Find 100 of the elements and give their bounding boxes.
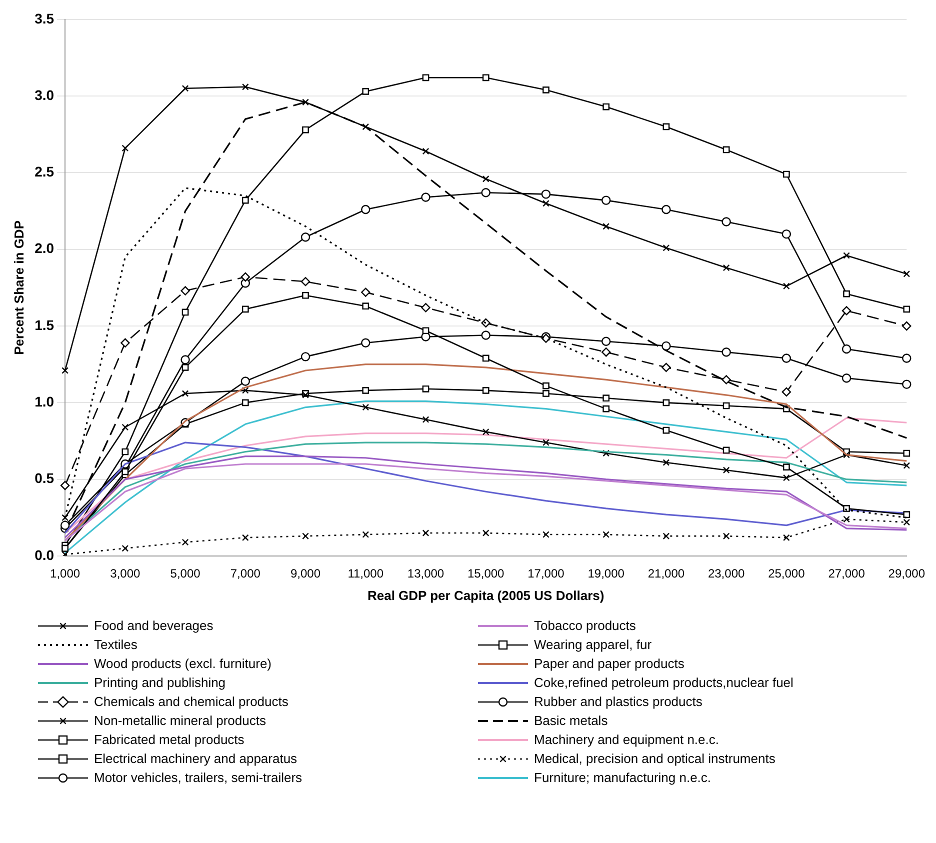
point xyxy=(482,386,490,394)
point xyxy=(422,74,430,82)
x-tick-label: 15,000 xyxy=(468,566,505,581)
point xyxy=(601,347,611,357)
point xyxy=(242,196,249,204)
point xyxy=(843,451,850,458)
point xyxy=(182,364,189,371)
legend-label: Tobacco products xyxy=(534,618,636,633)
point xyxy=(422,530,430,536)
point xyxy=(602,222,610,230)
x-tick-label: 9,000 xyxy=(290,566,321,581)
legend-label: Chemicals and chemical products xyxy=(94,694,288,709)
point xyxy=(903,462,910,469)
legend-label: Food and beverages xyxy=(94,618,214,633)
point xyxy=(362,386,370,394)
point xyxy=(482,74,490,82)
point xyxy=(422,416,430,423)
point xyxy=(903,270,910,278)
legend-label: Wearing apparel, fur xyxy=(534,637,652,652)
point xyxy=(722,347,731,357)
point xyxy=(362,302,370,310)
point xyxy=(843,516,850,523)
x-tick-label: 25,000 xyxy=(768,566,806,581)
point xyxy=(62,367,68,374)
point xyxy=(541,190,551,199)
point xyxy=(782,387,792,397)
point xyxy=(180,355,190,364)
point xyxy=(242,386,249,394)
legend-label: Rubber and plastics products xyxy=(534,694,702,709)
point xyxy=(122,544,129,552)
legend-label: Fabricated metal products xyxy=(94,732,244,747)
point xyxy=(601,196,611,205)
point xyxy=(902,354,912,363)
point xyxy=(722,532,730,540)
x-tick-label: 27,000 xyxy=(828,566,866,581)
point xyxy=(782,229,792,239)
point xyxy=(903,450,910,457)
point xyxy=(722,146,730,154)
x-tick-label: 13,000 xyxy=(407,566,444,581)
x-axis-title: Real GDP per Capita (2005 US Dollars) xyxy=(367,588,604,603)
point xyxy=(722,446,730,454)
point xyxy=(602,450,610,457)
x-tick-label: 7,000 xyxy=(230,566,261,581)
x-tick-label: 5,000 xyxy=(170,566,201,581)
point xyxy=(362,88,370,95)
point xyxy=(122,144,129,152)
point xyxy=(602,531,610,538)
point xyxy=(242,534,249,542)
point xyxy=(602,394,610,402)
point xyxy=(300,352,310,362)
point xyxy=(242,399,249,406)
point xyxy=(782,170,790,178)
x-tick-label: 11,000 xyxy=(348,566,384,581)
point xyxy=(482,428,490,436)
point xyxy=(722,217,731,226)
point xyxy=(362,123,370,130)
point xyxy=(601,336,611,346)
point xyxy=(421,192,430,202)
point xyxy=(662,244,670,252)
point xyxy=(542,531,550,538)
x-tick-label: 17,000 xyxy=(528,566,565,581)
point xyxy=(362,531,370,538)
legend-label: Textiles xyxy=(94,637,138,652)
point xyxy=(782,354,792,363)
legend-label: Machinery and equipment n.e.c. xyxy=(534,732,719,747)
legend-label: Motor vehicles, trailers, semi-trailers xyxy=(94,770,302,785)
legend-label: Medical, precision and optical instruments xyxy=(534,751,776,766)
point xyxy=(722,375,731,384)
y-axis-title: Percent Share in GDP xyxy=(11,220,26,355)
point xyxy=(302,98,309,106)
point xyxy=(662,204,671,214)
point xyxy=(722,264,730,272)
point xyxy=(242,83,249,90)
y-tick-label: 2.5 xyxy=(34,164,54,180)
point xyxy=(842,344,852,354)
legend-label: Paper and paper products xyxy=(534,656,684,671)
point xyxy=(300,232,310,242)
point xyxy=(843,505,850,512)
x-tick-label: 1,000 xyxy=(50,566,80,581)
point xyxy=(662,341,671,351)
point xyxy=(240,272,250,282)
legend-label: Non-metallic mineral products xyxy=(94,713,266,728)
point xyxy=(782,282,790,290)
point xyxy=(843,252,850,259)
point xyxy=(662,362,671,372)
point xyxy=(782,534,790,542)
point xyxy=(542,390,550,397)
point xyxy=(662,399,670,406)
point xyxy=(481,188,490,198)
point xyxy=(182,84,189,92)
legend-label: Basic metals xyxy=(534,713,608,728)
point xyxy=(843,290,850,298)
point xyxy=(182,538,189,546)
point xyxy=(302,292,309,299)
point xyxy=(481,330,490,340)
point xyxy=(182,308,189,316)
point xyxy=(902,380,912,389)
y-tick-label: 0.0 xyxy=(34,546,54,563)
x-tick-label: 23,000 xyxy=(708,566,745,581)
y-tick-label: 1.5 xyxy=(34,316,54,333)
